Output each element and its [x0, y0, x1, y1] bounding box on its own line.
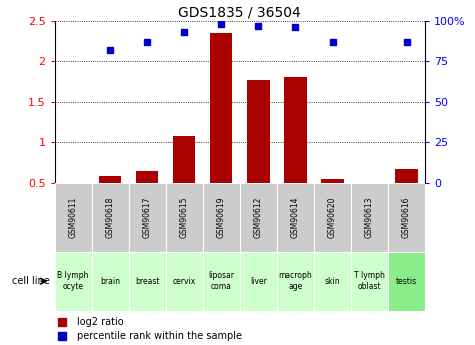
Text: testis: testis [396, 277, 417, 286]
Bar [285, 78, 306, 183]
Text: breast: breast [135, 277, 160, 286]
Text: GSM90614: GSM90614 [291, 197, 300, 238]
Bar [55, 183, 92, 252]
Bar [396, 169, 418, 183]
Bar [277, 252, 314, 310]
Bar [314, 252, 351, 310]
Text: GSM90611: GSM90611 [69, 197, 77, 238]
Text: cell line: cell line [12, 276, 50, 286]
Text: B lymph
ocyte: B lymph ocyte [57, 272, 89, 291]
Text: percentile rank within the sample: percentile rank within the sample [77, 331, 242, 341]
Bar [247, 80, 269, 183]
Bar [388, 252, 425, 310]
Text: brain: brain [100, 277, 120, 286]
Bar [203, 183, 240, 252]
Bar [55, 252, 92, 310]
Text: T lymph
oblast: T lymph oblast [354, 272, 385, 291]
Bar [99, 176, 121, 183]
Bar [92, 252, 129, 310]
Bar [351, 252, 388, 310]
Bar [351, 183, 388, 252]
Text: GSM90619: GSM90619 [217, 197, 226, 238]
Bar [129, 252, 166, 310]
Text: GSM90617: GSM90617 [143, 197, 152, 238]
Bar [277, 183, 314, 252]
Text: liver: liver [250, 277, 267, 286]
Text: GSM90618: GSM90618 [106, 197, 114, 238]
Bar [92, 183, 129, 252]
Text: GSM90620: GSM90620 [328, 197, 337, 238]
Bar [173, 136, 195, 183]
Text: log2 ratio: log2 ratio [77, 317, 124, 327]
Text: GSM90613: GSM90613 [365, 197, 374, 238]
Text: macroph
age: macroph age [278, 272, 313, 291]
Text: GSM90616: GSM90616 [402, 197, 411, 238]
Bar [203, 252, 240, 310]
Title: GDS1835 / 36504: GDS1835 / 36504 [179, 6, 301, 20]
Text: GSM90612: GSM90612 [254, 197, 263, 238]
Text: skin: skin [325, 277, 340, 286]
Bar [210, 33, 232, 183]
Text: liposar
coma: liposar coma [209, 272, 234, 291]
Bar [136, 171, 158, 183]
Bar [322, 179, 343, 183]
Bar [314, 183, 351, 252]
Bar [240, 252, 277, 310]
Bar [129, 183, 166, 252]
Text: GSM90615: GSM90615 [180, 197, 189, 238]
Bar [240, 183, 277, 252]
Text: cervix: cervix [173, 277, 196, 286]
Bar [166, 252, 203, 310]
Bar [388, 183, 425, 252]
Bar [166, 183, 203, 252]
